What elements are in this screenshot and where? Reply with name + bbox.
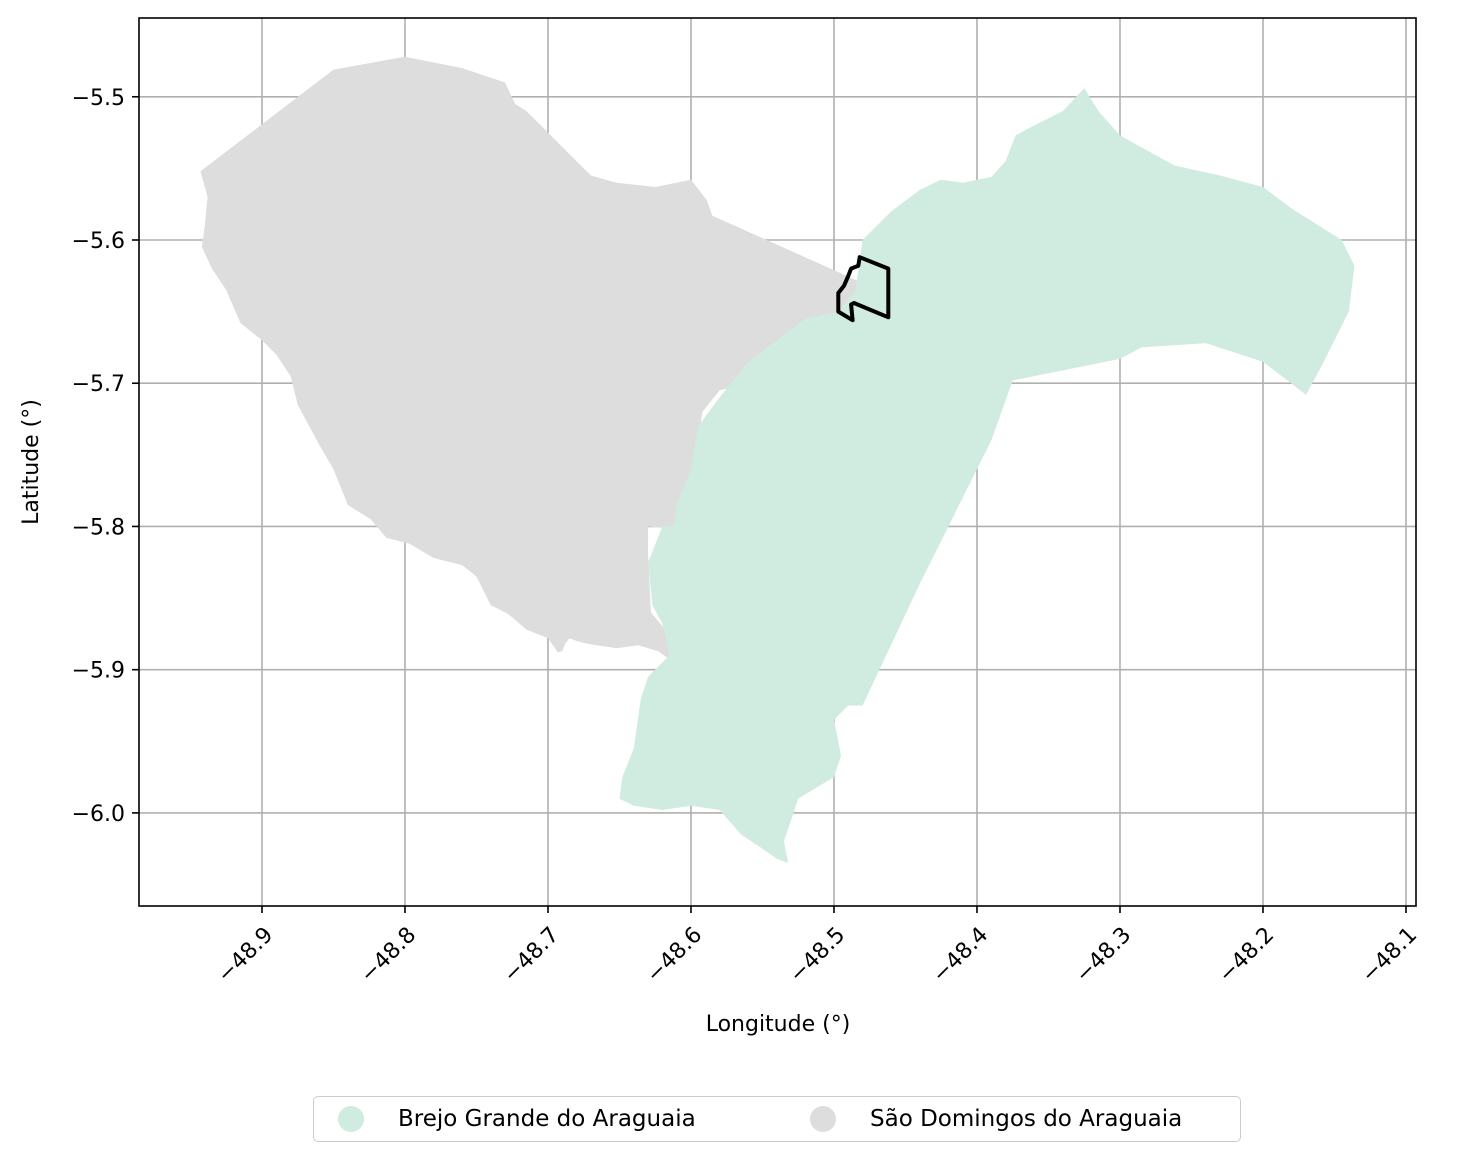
legend-label-brejo-grande: Brejo Grande do Araguaia: [398, 1106, 696, 1132]
legend-marker-brejo-grande: [338, 1106, 364, 1132]
legend: Brejo Grande do Araguaia São Domingos do…: [313, 1096, 1241, 1142]
x-tick-label-7: −48.2: [1214, 923, 1279, 988]
highlight-outline: [836, 255, 891, 323]
x-tick-label-4: −48.5: [785, 923, 850, 988]
y-tick-label-1: −5.6: [72, 229, 125, 254]
x-tick-label-0: −48.9: [213, 923, 278, 988]
y-tick-label-3: −5.8: [72, 515, 125, 540]
legend-item-sao-domingos: São Domingos do Araguaia: [810, 1105, 1182, 1133]
y-axis-label: Latitude (°): [19, 399, 44, 525]
legend-item-brejo-grande: Brejo Grande do Araguaia: [338, 1105, 696, 1133]
plot-frame: [138, 17, 1417, 907]
highlight-layer: [836, 255, 891, 323]
y-tick-label-5: −6.0: [72, 802, 125, 827]
region-s-o-domingos-do-araguaia: [200, 56, 863, 663]
x-tick-label-3: −48.6: [642, 923, 707, 988]
x-tick-label-2: −48.7: [499, 923, 564, 988]
legend-marker-sao-domingos: [810, 1106, 836, 1132]
region-brejo-grande-do-araguaia: [619, 88, 1355, 863]
x-tick-label-6: −48.3: [1071, 923, 1136, 988]
regions: [200, 56, 1355, 863]
y-tick-label-2: −5.7: [72, 372, 125, 397]
x-tick-label-1: −48.8: [356, 923, 421, 988]
y-tick-label-4: −5.9: [72, 659, 125, 684]
x-tick-label-8: −48.1: [1357, 923, 1422, 988]
y-tick-label-0: −5.5: [72, 86, 125, 111]
x-tick-label-5: −48.4: [928, 923, 993, 988]
legend-label-sao-domingos: São Domingos do Araguaia: [870, 1106, 1183, 1132]
x-axis-label: Longitude (°): [706, 1012, 851, 1037]
